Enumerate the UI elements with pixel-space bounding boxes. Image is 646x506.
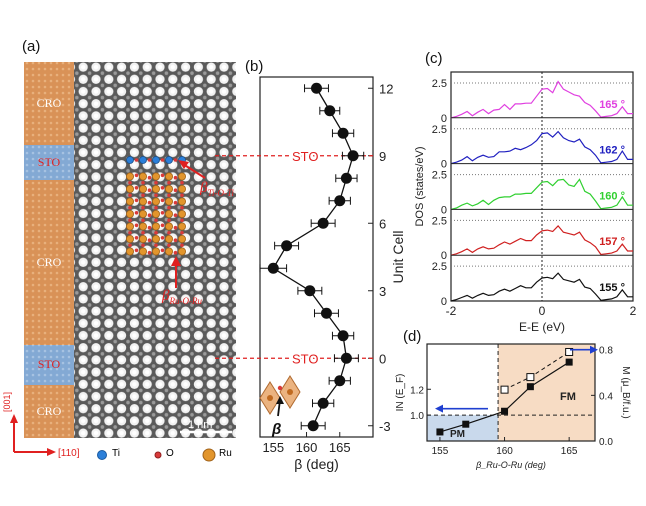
panel-b-label: (b) — [245, 58, 264, 75]
layer-cro-0 — [24, 62, 74, 145]
layer-label-3: STO — [37, 357, 61, 371]
legend-ru: Ru — [219, 448, 232, 459]
layer-label-1: STO — [37, 154, 61, 169]
panel-c-label: (c) — [425, 50, 443, 67]
beta-ti-label: βTi-O-Ti — [200, 180, 234, 198]
legend-ti: Ti — [112, 448, 120, 459]
panel-a-label: (a) — [22, 38, 41, 55]
legend-o: O — [166, 448, 174, 459]
direction-001: [001] — [2, 391, 12, 412]
layer-label-4: CRO — [36, 403, 62, 418]
layer-cro-4 — [24, 385, 74, 438]
layer-label-0: CRO — [36, 95, 62, 110]
panel-d-label: (d) — [403, 328, 422, 345]
layer-sto-1 — [24, 145, 74, 180]
beta-ru-label: βRu-O-Ru — [162, 288, 202, 306]
layer-cro-2 — [24, 180, 74, 345]
layer-sto-3 — [24, 345, 74, 385]
scale-bar-label: 1 nm — [188, 419, 212, 431]
direction-110: [110] — [58, 448, 80, 459]
layer-label-2: CRO — [36, 254, 62, 269]
